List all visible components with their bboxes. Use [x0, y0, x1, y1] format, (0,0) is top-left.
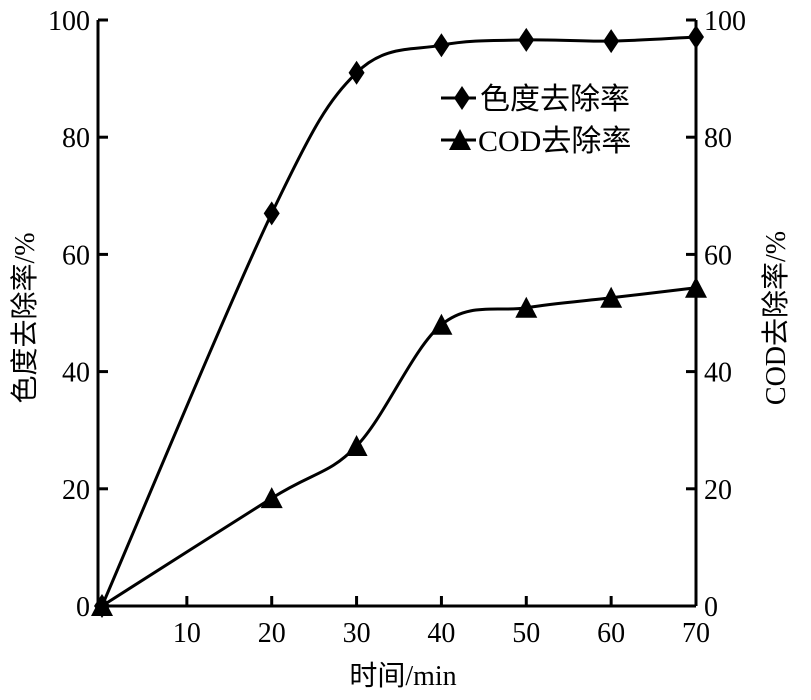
- x-tick-label: 40: [427, 618, 455, 649]
- series-group: [91, 24, 707, 618]
- triangle-marker: [430, 313, 453, 335]
- series-line-1: [101, 286, 697, 608]
- y-tick-label: 20: [62, 475, 90, 506]
- y-axis-label: 色度去除率/%: [9, 232, 41, 403]
- legend-label-color: 色度去除率: [480, 83, 630, 116]
- x-tick-label: 50: [512, 618, 540, 649]
- diamond-marker: [433, 33, 450, 58]
- y2-tick-label: 0: [704, 592, 718, 623]
- y-tick-label: 40: [62, 358, 90, 389]
- legend-triangle-marker: [449, 129, 471, 150]
- diamond-marker: [263, 201, 280, 226]
- diamond-marker: [688, 24, 704, 49]
- x-tick-label: 70: [682, 618, 710, 649]
- triangle-marker: [515, 296, 538, 318]
- legend-diamond-marker: [454, 86, 470, 110]
- y2-tick-label: 60: [704, 240, 732, 271]
- x-tick-label: 60: [597, 618, 625, 649]
- y2-tick-label: 40: [704, 358, 732, 389]
- y-tick-label: 60: [62, 240, 90, 271]
- y2-tick-label: 20: [704, 475, 732, 506]
- y-tick-label: 100: [48, 6, 90, 37]
- series-line-0: [100, 35, 697, 607]
- legend: 色度去除率 COD去除率: [441, 83, 631, 158]
- legend-label-cod: COD去除率: [478, 125, 631, 158]
- axes: 0 0 20 20 40 40 60 60 80 80 100 100 10 20 30 40 50 60 70: [48, 6, 746, 649]
- x-tick-label: 10: [173, 618, 201, 649]
- diamond-marker: [603, 29, 620, 54]
- x-tick-label: 20: [258, 618, 286, 649]
- y2-tick-label: 100: [704, 6, 746, 37]
- x-tick-label: 30: [343, 618, 371, 649]
- triangle-marker: [345, 435, 368, 457]
- triangle-marker: [260, 487, 283, 509]
- triangle-marker: [685, 276, 707, 298]
- diamond-marker: [518, 27, 535, 52]
- triangle-marker: [600, 286, 623, 308]
- y-tick-label: 0: [76, 592, 90, 623]
- y2-axis-label: COD去除率/%: [760, 231, 792, 405]
- y-tick-label: 80: [62, 123, 90, 154]
- diamond-marker: [348, 60, 365, 85]
- triangle-marker: [91, 595, 113, 616]
- x-axis-label: 时间/min: [349, 660, 456, 692]
- y2-tick-label: 80: [704, 123, 732, 154]
